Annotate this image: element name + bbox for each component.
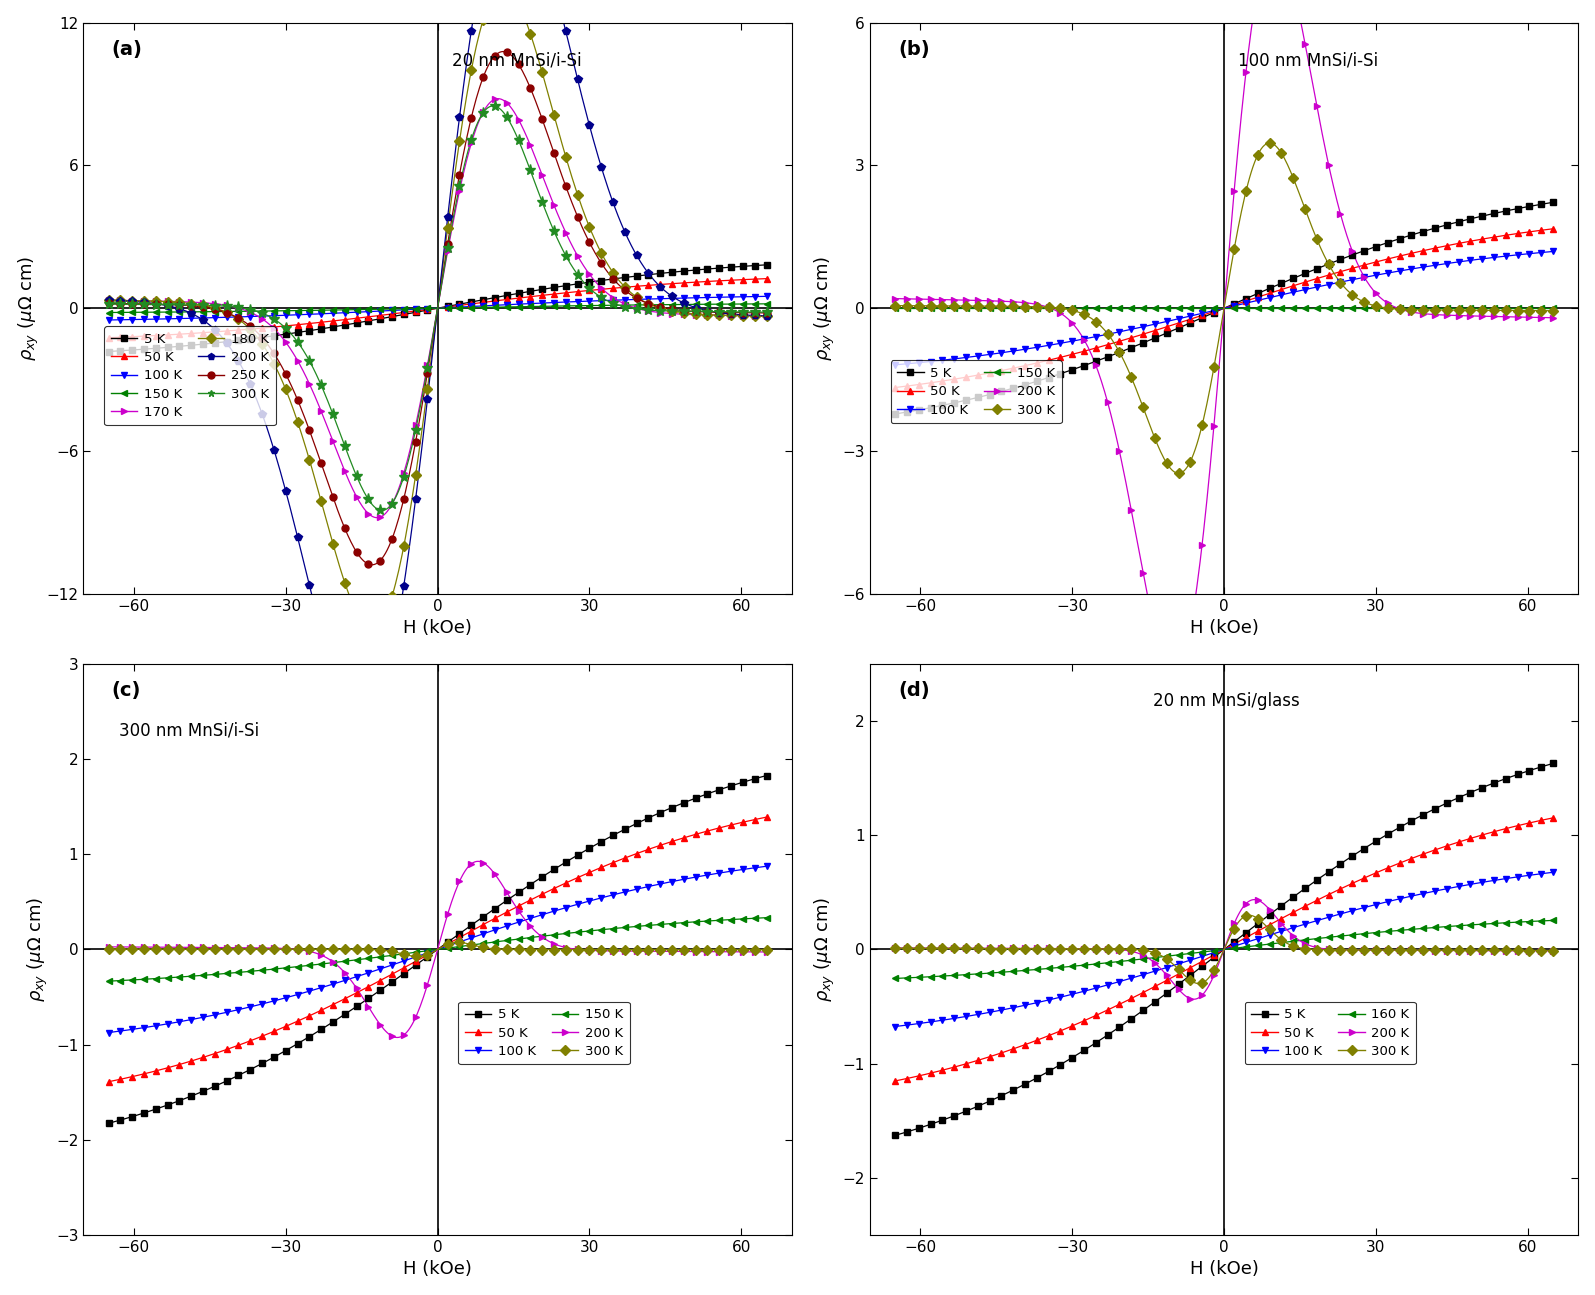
Y-axis label: $\rho_{xy}$ ($\mu\Omega$ cm): $\rho_{xy}$ ($\mu\Omega$ cm) [26, 896, 51, 1002]
Legend: 5 K, 50 K, 100 K, 150 K, 200 K, 300 K: 5 K, 50 K, 100 K, 150 K, 200 K, 300 K [890, 360, 1062, 423]
Text: 300 nm MnSi/i-Si: 300 nm MnSi/i-Si [118, 721, 258, 739]
Text: (c): (c) [112, 681, 140, 701]
X-axis label: H (kOe): H (kOe) [404, 1260, 472, 1278]
Legend: 5 K, 50 K, 100 K, 160 K, 200 K, 300 K: 5 K, 50 K, 100 K, 160 K, 200 K, 300 K [1244, 1002, 1416, 1064]
Y-axis label: $\rho_{xy}$ ($\mu\Omega$ cm): $\rho_{xy}$ ($\mu\Omega$ cm) [16, 255, 41, 361]
Text: (d): (d) [898, 681, 930, 701]
Y-axis label: $\rho_{xy}$ ($\mu\Omega$ cm): $\rho_{xy}$ ($\mu\Omega$ cm) [813, 896, 837, 1002]
Text: 100 nm MnSi/i-Si: 100 nm MnSi/i-Si [1238, 52, 1378, 69]
Text: (a): (a) [112, 40, 142, 58]
X-axis label: H (kOe): H (kOe) [404, 619, 472, 637]
Legend: 5 K, 50 K, 100 K, 150 K, 170 K, 180 K, 200 K, 250 K, 300 K: 5 K, 50 K, 100 K, 150 K, 170 K, 180 K, 2… [104, 326, 276, 426]
X-axis label: H (kOe): H (kOe) [1190, 1260, 1258, 1278]
X-axis label: H (kOe): H (kOe) [1190, 619, 1258, 637]
Text: (b): (b) [898, 40, 930, 58]
Text: 20 nm MnSi/glass: 20 nm MnSi/glass [1153, 693, 1300, 711]
Legend: 5 K, 50 K, 100 K, 150 K, 200 K, 300 K: 5 K, 50 K, 100 K, 150 K, 200 K, 300 K [458, 1002, 630, 1064]
Text: 20 nm MnSi/i-Si: 20 nm MnSi/i-Si [451, 52, 581, 69]
Y-axis label: $\rho_{xy}$ ($\mu\Omega$ cm): $\rho_{xy}$ ($\mu\Omega$ cm) [813, 255, 837, 361]
